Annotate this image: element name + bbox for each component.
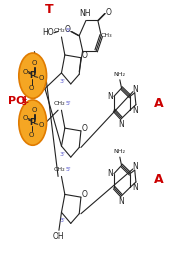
Text: O: O — [82, 124, 88, 133]
Text: 3-: 3- — [21, 100, 29, 106]
Text: 3': 3' — [59, 79, 65, 84]
Text: O: O — [28, 132, 34, 138]
Text: O: O — [105, 8, 111, 17]
Text: A: A — [154, 173, 164, 186]
Circle shape — [19, 53, 47, 98]
Text: O: O — [64, 25, 70, 34]
Text: 5': 5' — [65, 167, 71, 172]
Circle shape — [19, 100, 47, 145]
Text: A: A — [154, 97, 164, 110]
Text: T: T — [44, 3, 53, 16]
Text: 5': 5' — [65, 101, 71, 106]
Text: NH₂: NH₂ — [113, 72, 125, 77]
Text: CH₂: CH₂ — [54, 28, 66, 32]
Text: O: O — [32, 60, 37, 66]
Text: P: P — [30, 71, 36, 80]
Text: NH₂: NH₂ — [113, 149, 125, 154]
Text: N: N — [132, 106, 138, 115]
Text: P: P — [30, 118, 36, 127]
Text: 4: 4 — [21, 95, 26, 102]
Text: O: O — [22, 115, 28, 122]
Text: CH₂: CH₂ — [54, 167, 66, 172]
Text: O: O — [82, 51, 88, 60]
Text: N: N — [107, 169, 113, 178]
Text: 3': 3' — [59, 218, 65, 223]
Text: N: N — [107, 92, 113, 101]
Text: O: O — [38, 75, 44, 81]
Text: 3': 3' — [59, 152, 65, 157]
Text: O: O — [22, 69, 28, 74]
Text: N: N — [118, 120, 123, 129]
Text: N: N — [132, 162, 138, 171]
Text: CH₃: CH₃ — [100, 33, 112, 38]
Text: HO: HO — [42, 28, 54, 37]
Text: O: O — [82, 190, 88, 199]
Text: NH: NH — [79, 9, 91, 18]
Text: O: O — [28, 85, 34, 91]
Text: N: N — [132, 85, 138, 94]
Text: 5': 5' — [65, 28, 71, 32]
Text: CH₂: CH₂ — [54, 101, 66, 106]
Text: PO: PO — [8, 95, 26, 106]
Text: OH: OH — [53, 232, 65, 241]
Text: O: O — [38, 122, 44, 128]
Text: N: N — [132, 183, 138, 192]
Text: O: O — [32, 107, 37, 113]
Text: N: N — [118, 197, 123, 206]
